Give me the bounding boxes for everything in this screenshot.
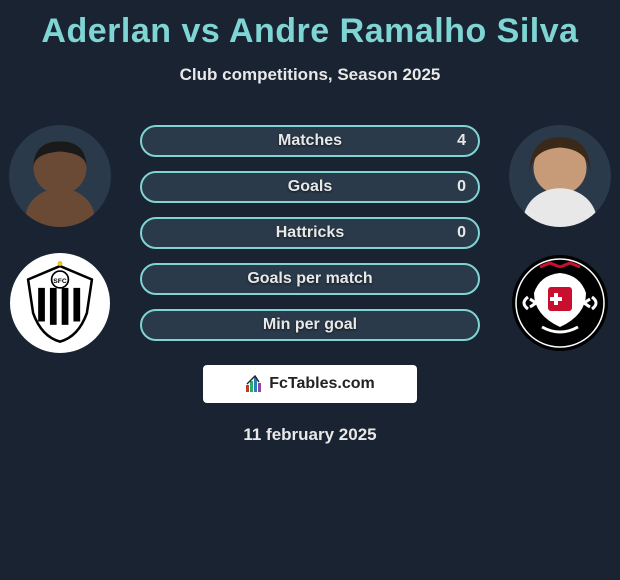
content-area: SFC Matches 4 Goals 0 — [0, 125, 620, 445]
svg-text:SFC: SFC — [53, 278, 67, 285]
stat-row-goals-per-match: Goals per match — [140, 263, 480, 295]
stats-list: Matches 4 Goals 0 Hattricks 0 Goals per … — [140, 125, 480, 341]
subtitle: Club competitions, Season 2025 — [0, 65, 620, 85]
corinthians-badge-icon — [510, 253, 610, 353]
stat-right-value: 4 — [457, 132, 466, 150]
stat-label: Goals — [288, 178, 332, 196]
stat-label: Hattricks — [276, 224, 344, 242]
player-right-face-icon — [509, 125, 611, 227]
player-right-avatar — [509, 125, 611, 227]
page-title: Aderlan vs Andre Ramalho Silva — [0, 0, 620, 51]
player-left-avatar — [9, 125, 111, 227]
stat-label: Matches — [278, 132, 342, 150]
stat-row-min-per-goal: Min per goal — [140, 309, 480, 341]
stat-label: Goals per match — [247, 270, 372, 288]
stat-row-matches: Matches 4 — [140, 125, 480, 157]
stat-label: Min per goal — [263, 316, 357, 334]
santos-badge-icon: SFC — [18, 261, 102, 345]
club-right-badge — [510, 253, 610, 353]
stat-row-hattricks: Hattricks 0 — [140, 217, 480, 249]
date-text: 11 february 2025 — [0, 425, 620, 445]
club-left-badge: SFC — [10, 253, 110, 353]
stat-right-value: 0 — [457, 178, 466, 196]
logo-text: FcTables.com — [269, 375, 375, 393]
stat-right-value: 0 — [457, 224, 466, 242]
bars-icon — [245, 375, 265, 393]
player-left-face-icon — [9, 125, 111, 227]
fctables-logo: FcTables.com — [203, 365, 417, 403]
stat-row-goals: Goals 0 — [140, 171, 480, 203]
